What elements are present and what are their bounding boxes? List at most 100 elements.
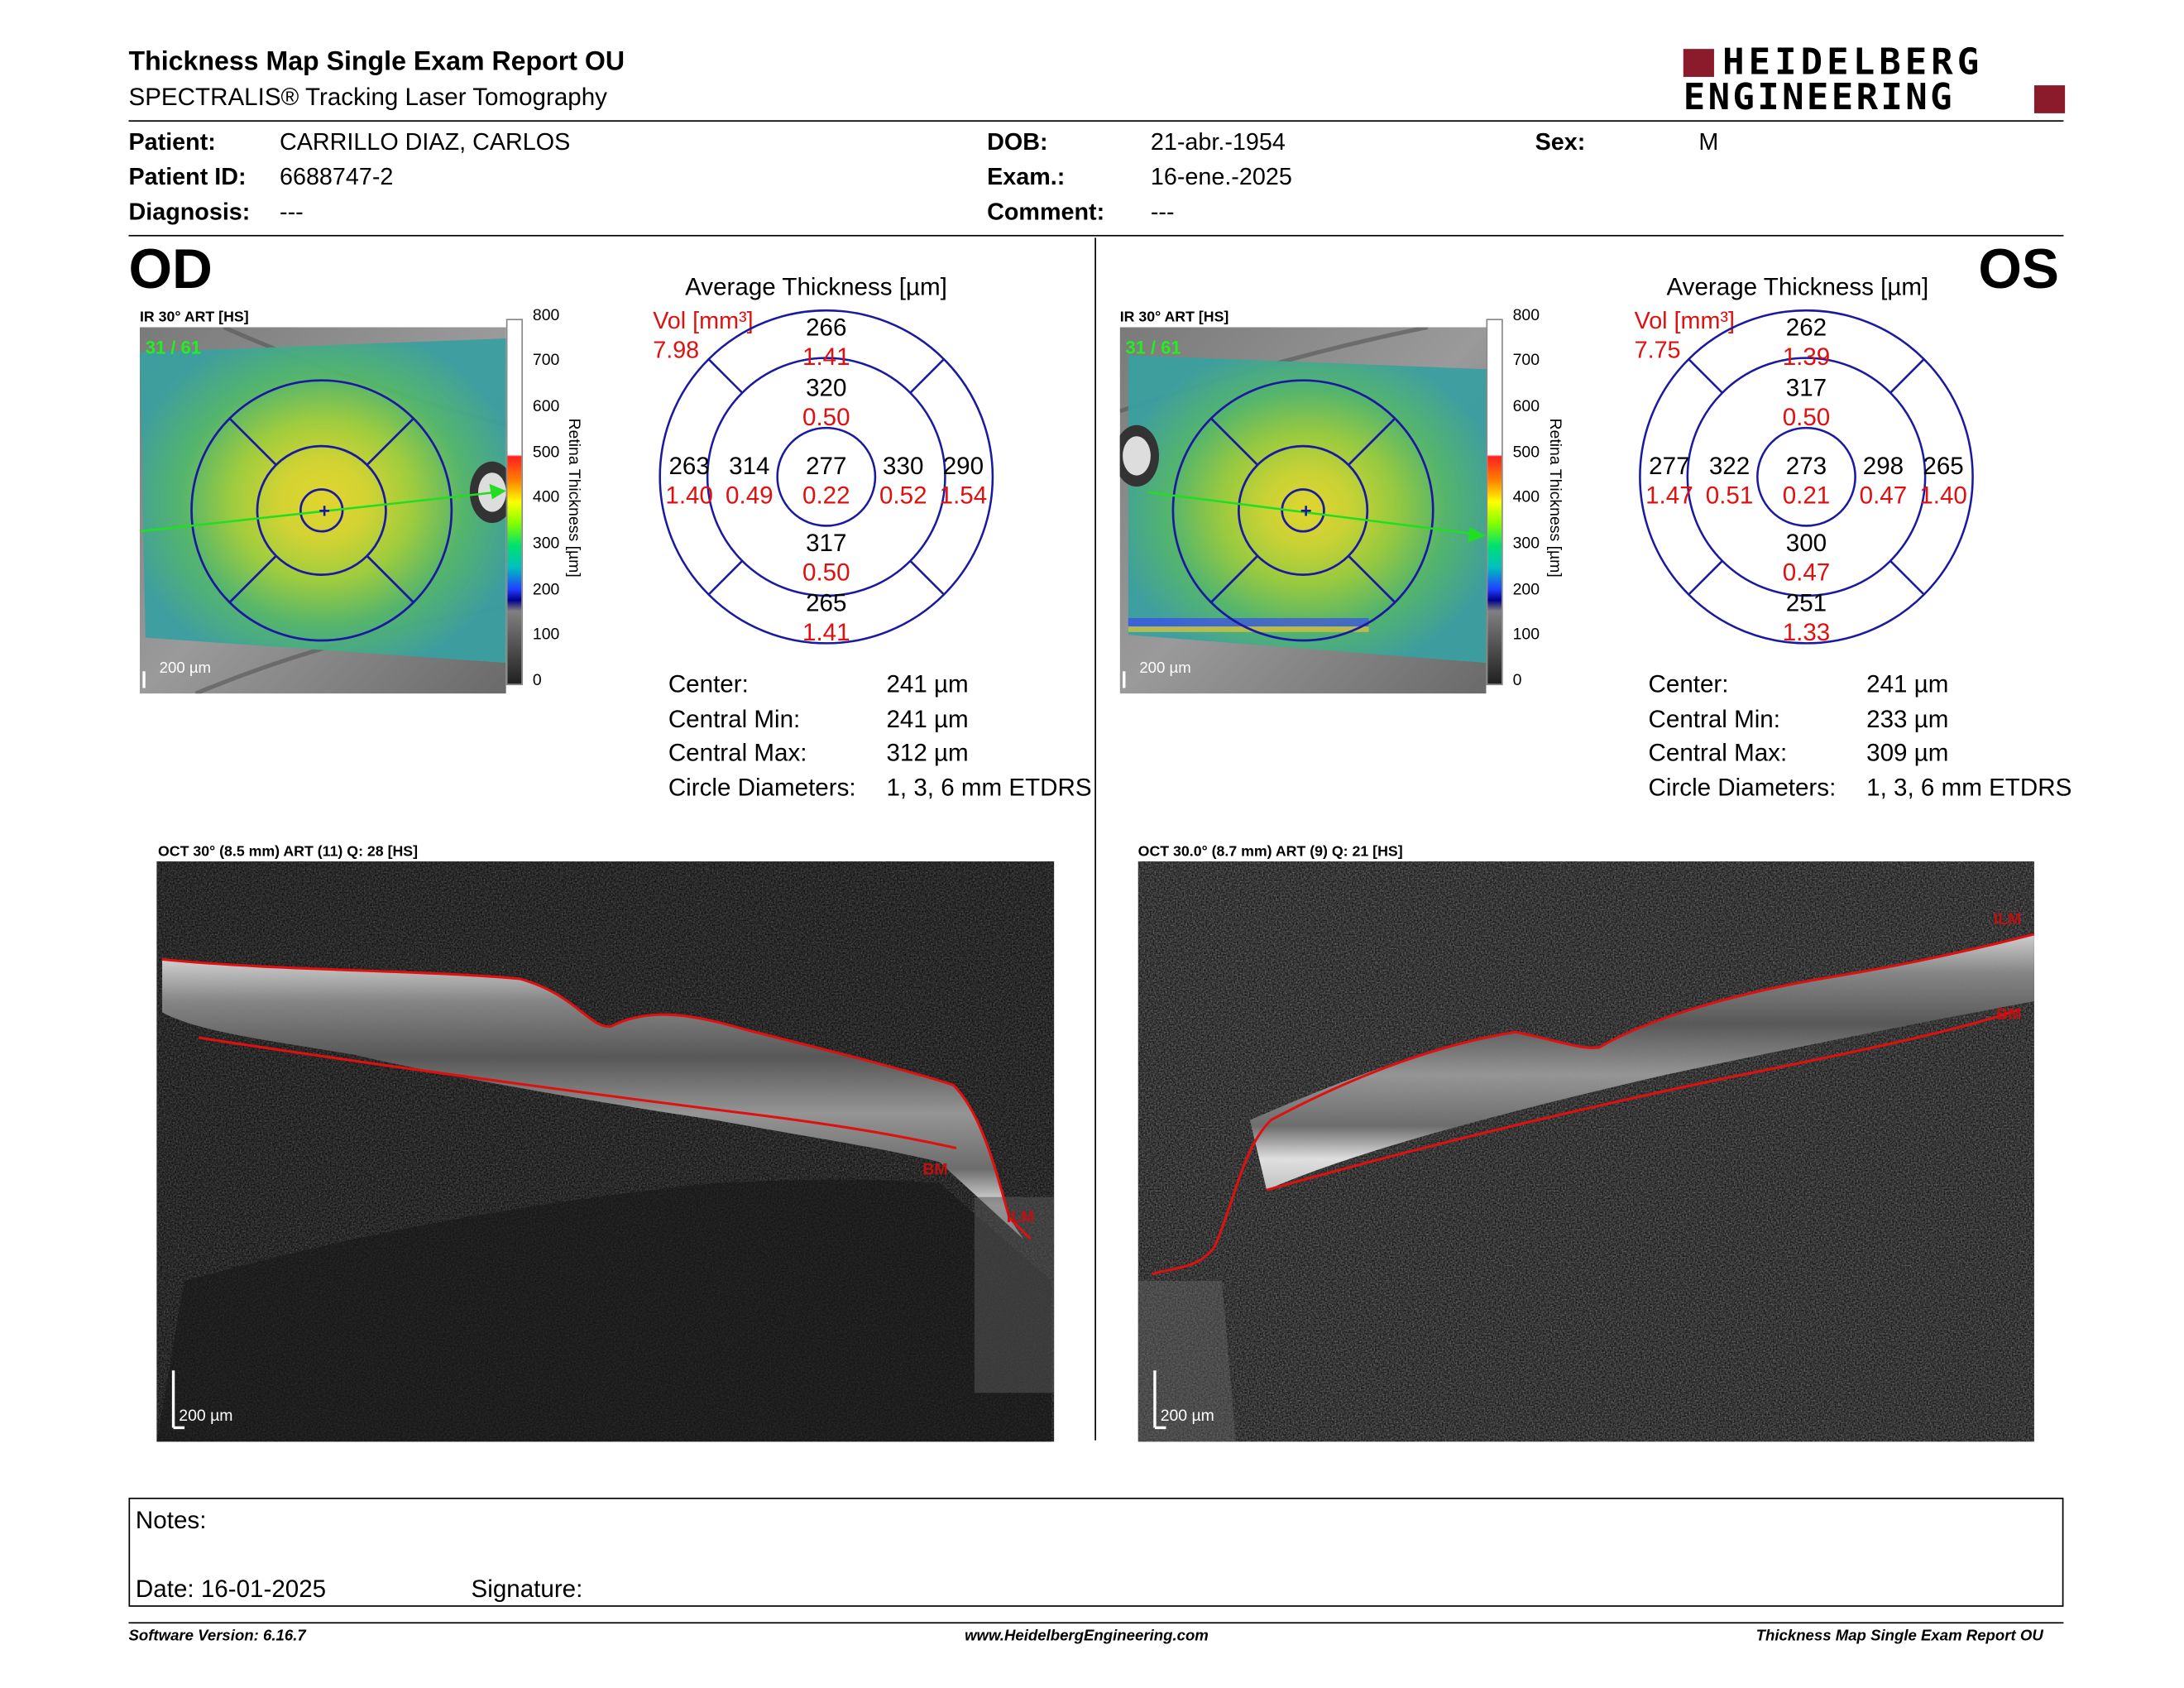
os-tick-800: 800 (1512, 307, 1540, 325)
od-outer-right-vol: 1.54 (939, 481, 988, 510)
od-inner-sup-vol: 0.50 (802, 402, 850, 431)
od-ir-label: IR 30° ART [HS] (140, 309, 249, 326)
comment-label: Comment: (987, 198, 1105, 226)
od-outer-sup-vol: 1.41 (802, 343, 850, 371)
od-vol-total: 7.98 (653, 337, 700, 364)
od-outer-left-vol: 1.40 (665, 481, 713, 510)
od-diam-label: Circle Diameters: (668, 773, 856, 802)
os-tick-100: 100 (1512, 626, 1540, 644)
patient-label: Patient: (128, 128, 216, 156)
od-center-value: 241 µm (886, 669, 969, 698)
od-oct-label: OCT 30° (8.5 mm) ART (11) Q: 28 [HS] (157, 843, 419, 861)
od-frame-counter: 31 / 61 (146, 338, 201, 358)
od-vol-label: Vol [mm³] (653, 307, 754, 334)
os-vol-label: Vol [mm³] (1634, 307, 1735, 334)
od-inner-right-vol: 0.52 (879, 481, 927, 510)
os-inner-inf-vol: 0.47 (1782, 558, 1831, 587)
od-inner-left-th: 314 (729, 451, 770, 480)
os-tick-500: 500 (1512, 444, 1540, 462)
os-center-value: 241 µm (1866, 669, 1949, 698)
patient-divider (128, 234, 2064, 237)
os-diam-label: Circle Diameters: (1648, 773, 1837, 802)
os-center-label: Center: (1648, 669, 1729, 698)
od-outer-inf-th: 265 (806, 588, 847, 617)
dob-value: 21-abr.-1954 (1150, 128, 1286, 156)
os-tick-300: 300 (1512, 535, 1540, 553)
od-tick-800: 800 (532, 307, 560, 325)
os-vol-total: 7.75 (1634, 337, 1681, 364)
logo-line2: ENGINEERING (1683, 76, 1955, 119)
od-tick-700: 700 (532, 352, 560, 370)
website-link[interactable]: www.HeidelbergEngineering.com (965, 1628, 1209, 1645)
os-outer-inf-th: 251 (1785, 588, 1827, 617)
od-oct-scale: 200 µm (179, 1407, 232, 1425)
os-center-th: 273 (1785, 451, 1827, 480)
os-oct-scale: 200 µm (1161, 1407, 1214, 1425)
os-inner-sup-vol: 0.50 (1782, 402, 1831, 431)
os-frame-counter: 31 / 61 (1125, 338, 1181, 358)
os-oct-bscan: ILM BM 200 µm (1138, 861, 2034, 1442)
notes-signature: Signature: (471, 1574, 583, 1603)
os-thickness-map: + 31 / 61 200 µm (1119, 327, 1487, 694)
sex-label: Sex: (1535, 128, 1586, 156)
footer-divider (128, 1622, 2064, 1624)
footer-report-name: Thickness Map Single Exam Report OU (1755, 1628, 2043, 1645)
od-min-label: Central Min: (668, 704, 801, 733)
heidelberg-logo: HEIDELBERG ENGINEERING (1683, 42, 2066, 119)
logo-line1: HEIDELBERG (1722, 41, 1984, 84)
od-center-label: Center: (668, 669, 749, 698)
comment-value: --- (1150, 198, 1175, 226)
os-center-vol: 0.21 (1782, 481, 1831, 510)
header-divider (128, 120, 2064, 122)
os-bm-label: BM (1996, 1005, 2021, 1024)
os-inner-sup-th: 317 (1785, 373, 1827, 402)
od-outer-sup-th: 266 (806, 313, 847, 342)
os-tick-200: 200 (1512, 582, 1540, 599)
notes-box: Notes: Date: 16-01-2025 Signature: (128, 1497, 2064, 1607)
os-outer-left-vol: 1.47 (1645, 481, 1693, 510)
od-inner-left-vol: 0.49 (726, 481, 774, 510)
os-outer-right-th: 265 (1923, 451, 1964, 480)
os-colorbar (1486, 319, 1503, 686)
os-diam-value: 1, 3, 6 mm ETDRS (1866, 773, 2072, 802)
od-etdrs-grid (659, 309, 994, 645)
patient-name: CARRILLO DIAZ, CARLOS (280, 128, 571, 156)
os-inner-right-vol: 0.47 (1859, 481, 1908, 510)
os-outer-sup-th: 262 (1785, 313, 1827, 342)
od-tick-600: 600 (532, 398, 560, 415)
os-tick-700: 700 (1512, 352, 1540, 370)
od-tick-0: 0 (532, 672, 542, 690)
os-max-label: Central Max: (1648, 738, 1788, 767)
os-inner-inf-th: 300 (1785, 528, 1827, 557)
dob-label: DOB: (987, 128, 1048, 156)
od-max-value: 312 µm (886, 738, 969, 767)
os-tick-600: 600 (1512, 398, 1540, 415)
od-ilm-label: ILM (1007, 1208, 1034, 1226)
od-inner-inf-vol: 0.50 (802, 558, 850, 587)
patient-id: 6688747-2 (280, 163, 394, 190)
od-min-value: 241 µm (886, 704, 969, 733)
os-inner-left-th: 322 (1708, 451, 1751, 480)
svg-text:+: + (318, 501, 330, 522)
software-version: Software Version: 6.16.7 (128, 1628, 306, 1645)
svg-text:+: + (1300, 501, 1312, 522)
os-label: OS (1978, 238, 2060, 301)
od-tick-100: 100 (532, 626, 560, 644)
os-tick-400: 400 (1512, 489, 1540, 506)
diagnosis-value: --- (280, 198, 304, 226)
od-colorbar-title: Retina Thickness [µm] (564, 418, 582, 578)
os-outer-left-th: 277 (1649, 451, 1690, 480)
od-bm-label: BM (922, 1161, 947, 1179)
os-inner-left-vol: 0.51 (1705, 481, 1754, 510)
notes-label: Notes: (135, 1506, 207, 1534)
od-colorbar (505, 319, 524, 686)
od-oct-bscan: BM ILM 200 µm (156, 861, 1055, 1442)
exam-label: Exam.: (987, 163, 1066, 190)
os-colorbar-title: Retina Thickness [µm] (1546, 418, 1564, 578)
os-etdrs-grid (1639, 309, 1974, 645)
exam-value: 16-ene.-2025 (1150, 163, 1292, 190)
od-max-label: Central Max: (668, 738, 807, 767)
od-center-vol: 0.22 (802, 481, 850, 510)
od-thickness-map: + 31 / 61 200 µm (140, 327, 506, 694)
os-outer-inf-vol: 1.33 (1782, 617, 1831, 646)
